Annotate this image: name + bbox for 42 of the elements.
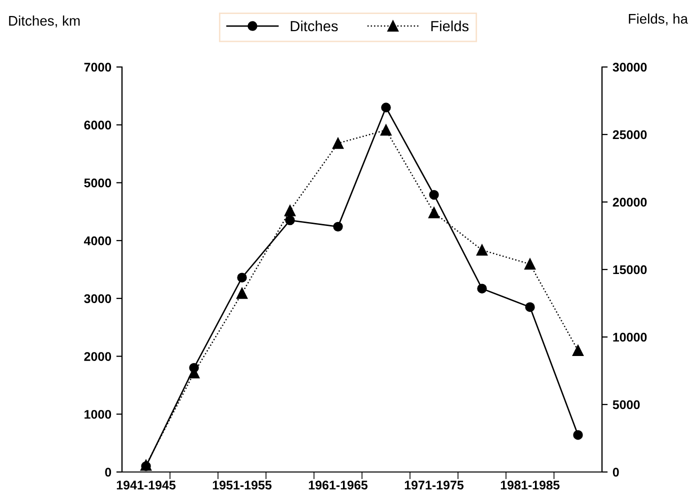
x-tick-label: 1961-1965 — [308, 480, 368, 490]
y-axis-title: Ditches, km — [9, 16, 80, 28]
y-tick-label: 2000 — [84, 352, 112, 361]
y-tick-label: 7000 — [84, 62, 112, 72]
point — [284, 205, 296, 216]
x-tick-label: 1981-1985 — [500, 480, 560, 490]
y2-tick-label: 30000 — [612, 62, 647, 72]
point — [285, 215, 295, 226]
point — [332, 138, 344, 149]
y-tick-label: 5000 — [84, 178, 112, 188]
point — [476, 244, 488, 256]
y2-tick-label: 25000 — [612, 130, 647, 140]
point — [524, 258, 536, 270]
point — [236, 288, 248, 299]
legend-label: Fields — [431, 20, 469, 32]
y-tick-label: 4000 — [84, 236, 112, 246]
point — [429, 190, 439, 200]
point — [381, 102, 391, 112]
point — [141, 461, 151, 472]
point — [573, 430, 583, 440]
point — [477, 284, 487, 294]
point — [333, 222, 343, 232]
x-tick-label: 1971-1975 — [404, 480, 464, 490]
y-tick-label: 1000 — [84, 410, 112, 419]
x-tick-label: 1941-1945 — [116, 480, 176, 490]
point — [189, 362, 199, 373]
x-tick-label: 1951-1955 — [212, 480, 272, 490]
y2-axis-title: Fields, ha — [628, 14, 688, 26]
y2-tick-label: 15000 — [613, 265, 647, 274]
point — [428, 207, 440, 218]
y2-tick-label: 5000 — [612, 400, 640, 410]
point — [525, 302, 535, 312]
y-tick-label: 3000 — [84, 294, 112, 304]
point — [380, 124, 392, 136]
y2-tick-label: 20000 — [612, 198, 647, 207]
y-tick-label: 6000 — [84, 120, 112, 130]
y2-tick-label: 10000 — [613, 332, 647, 342]
point — [572, 344, 584, 356]
y2-tick-label: 0 — [612, 468, 619, 477]
legend-label: Ditches — [290, 20, 338, 32]
y-tick-label: 0 — [105, 468, 112, 477]
point — [237, 272, 247, 282]
